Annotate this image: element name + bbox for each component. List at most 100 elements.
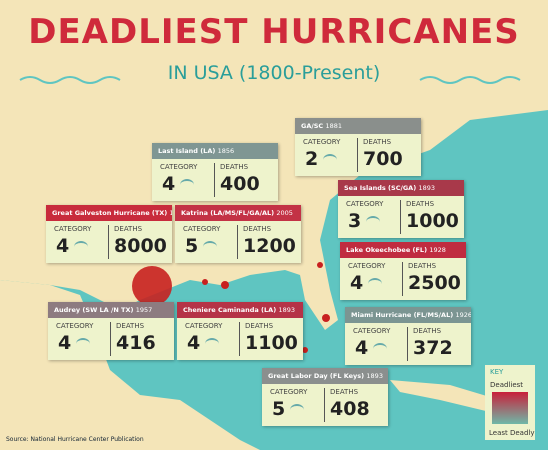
deaths-label: DEATHS xyxy=(406,200,435,208)
divider xyxy=(108,225,109,259)
card-body: CATEGORY 4 DEATHS 400 xyxy=(152,159,278,201)
card-year: 1893 xyxy=(366,372,383,380)
category-label: CATEGORY xyxy=(56,322,94,330)
card-year: 1926 xyxy=(455,311,471,319)
marker xyxy=(132,266,172,306)
card-body: CATEGORY 2 DEATHS 700 xyxy=(295,134,421,176)
deaths-label: DEATHS xyxy=(220,163,249,171)
deaths-label: DEATHS xyxy=(363,138,392,146)
deaths-value: 372 xyxy=(413,337,453,359)
divider xyxy=(110,322,111,356)
category-label: CATEGORY xyxy=(353,327,391,335)
marker xyxy=(302,347,308,353)
category-label: CATEGORY xyxy=(160,163,198,171)
swirl-icon xyxy=(205,338,219,350)
hurricane-card: Last Island (LA) 1856 CATEGORY 4 DEATHS 400 xyxy=(152,143,278,201)
divider xyxy=(237,225,238,259)
category-value: 4 xyxy=(56,235,70,257)
card-name: Cheniere Caminanda (LA) xyxy=(183,306,277,314)
category-value: 4 xyxy=(162,173,176,195)
deaths-value: 8000 xyxy=(114,235,167,257)
category-value: 3 xyxy=(348,210,362,232)
deaths-value: 1200 xyxy=(243,235,296,257)
hurricane-card: Sea Islands (SC/GA) 1893 CATEGORY 3 DEATHS 1… xyxy=(338,180,464,238)
divider xyxy=(324,388,325,422)
card-header: Katrina (LA/MS/FL/GA/AL) 2005 xyxy=(175,205,301,221)
deaths-value: 1100 xyxy=(245,332,298,354)
deaths-label: DEATHS xyxy=(408,262,437,270)
card-header: Cheniere Caminanda (LA) 1893 xyxy=(177,302,303,318)
category-value: 4 xyxy=(58,332,72,354)
category-label: CATEGORY xyxy=(348,262,386,270)
card-body: CATEGORY 5 DEATHS 1200 xyxy=(175,221,301,263)
card-year: 1893 xyxy=(418,184,435,192)
category-value: 4 xyxy=(187,332,201,354)
card-year: 1957 xyxy=(135,306,153,314)
key-bottom: Least Deadly xyxy=(489,429,535,437)
swirl-icon xyxy=(366,216,380,228)
key-gradient xyxy=(492,392,528,424)
divider xyxy=(402,262,403,296)
deaths-label: DEATHS xyxy=(330,388,359,396)
card-header: Lake Okeechobee (FL) 1928 xyxy=(340,242,466,258)
card-year: 1881 xyxy=(325,122,343,130)
card-name: Sea Islands (SC/GA) xyxy=(344,184,417,192)
swirl-icon xyxy=(368,278,382,290)
key-title: KEY xyxy=(490,368,504,376)
marker xyxy=(317,262,323,268)
category-label: CATEGORY xyxy=(346,200,384,208)
category-label: CATEGORY xyxy=(303,138,341,146)
card-header: Great Labor Day (FL Keys) 1893 xyxy=(262,368,388,384)
hurricane-card: Great Galveston Hurricane (TX) 1900CATEG… xyxy=(46,205,172,263)
deaths-value: 2500 xyxy=(408,272,461,294)
swirl-icon xyxy=(74,241,88,253)
card-body: CATEGORY 4 DEATHS 372 xyxy=(345,323,471,365)
hurricane-card: Miami Hurricane (FL/MS/AL) 1926 CATEGORY 4… xyxy=(345,307,471,365)
deaths-label: DEATHS xyxy=(245,322,274,330)
title: DEADLIEST HURRICANES xyxy=(28,12,520,52)
card-body: CATEGORY 3 DEATHS 1000 xyxy=(338,196,464,238)
card-header: Miami Hurricane (FL/MS/AL) 1926 xyxy=(345,307,471,323)
card-header: Last Island (LA) 1856 xyxy=(152,143,278,159)
swirl-icon xyxy=(323,154,337,166)
hurricane-card: Great Labor Day (FL Keys) 1893 CATEGORY 5 D… xyxy=(262,368,388,426)
swirl-icon xyxy=(76,338,90,350)
hurricane-card: Cheniere Caminanda (LA) 1893 CATEGORY 4 DEA… xyxy=(177,302,303,360)
category-label: CATEGORY xyxy=(183,225,221,233)
swirl-icon xyxy=(373,343,387,355)
divider xyxy=(407,327,408,361)
swirl-icon xyxy=(180,179,194,191)
divider xyxy=(357,138,358,172)
deaths-value: 416 xyxy=(116,332,156,354)
category-label: CATEGORY xyxy=(270,388,308,396)
card-year: 1893 xyxy=(278,306,295,314)
deaths-label: DEATHS xyxy=(114,225,143,233)
key-top: Deadliest xyxy=(490,381,524,389)
card-body: CATEGORY 4 DEATHS 416 xyxy=(48,318,174,360)
swirl-icon xyxy=(203,241,217,253)
marker xyxy=(221,281,229,289)
category-value: 5 xyxy=(272,398,286,420)
divider xyxy=(214,163,215,197)
card-name: Audrey (SW LA /N TX) xyxy=(54,306,134,314)
card-header: Sea Islands (SC/GA) 1893 xyxy=(338,180,464,196)
card-name: Great Labor Day (FL Keys) xyxy=(268,372,365,380)
card-name: Katrina (LA/MS/FL/GA/AL) xyxy=(181,209,275,217)
divider xyxy=(400,200,401,234)
card-body: CATEGORY 4 DEATHS 8000 xyxy=(46,221,172,263)
waves xyxy=(19,76,521,84)
subtitle: IN USA (1800-Present) xyxy=(167,62,381,84)
swirl-icon xyxy=(290,404,304,416)
category-value: 5 xyxy=(185,235,199,257)
source: Source: National Hurricane Center Public… xyxy=(6,436,144,443)
card-body: CATEGORY 4 DEATHS 1100 xyxy=(177,318,303,360)
card-body: CATEGORY 4 DEATHS 2500 xyxy=(340,258,466,300)
card-year: 1856 xyxy=(217,147,235,155)
hurricane-card: Audrey (SW LA /N TX) 1957 CATEGORY 4 DEATHS… xyxy=(48,302,174,360)
deaths-value: 408 xyxy=(330,398,370,420)
card-name: GA/SC xyxy=(301,122,324,130)
deaths-label: DEATHS xyxy=(413,327,442,335)
category-value: 4 xyxy=(350,272,364,294)
card-name: Last Island (LA) xyxy=(158,147,216,155)
